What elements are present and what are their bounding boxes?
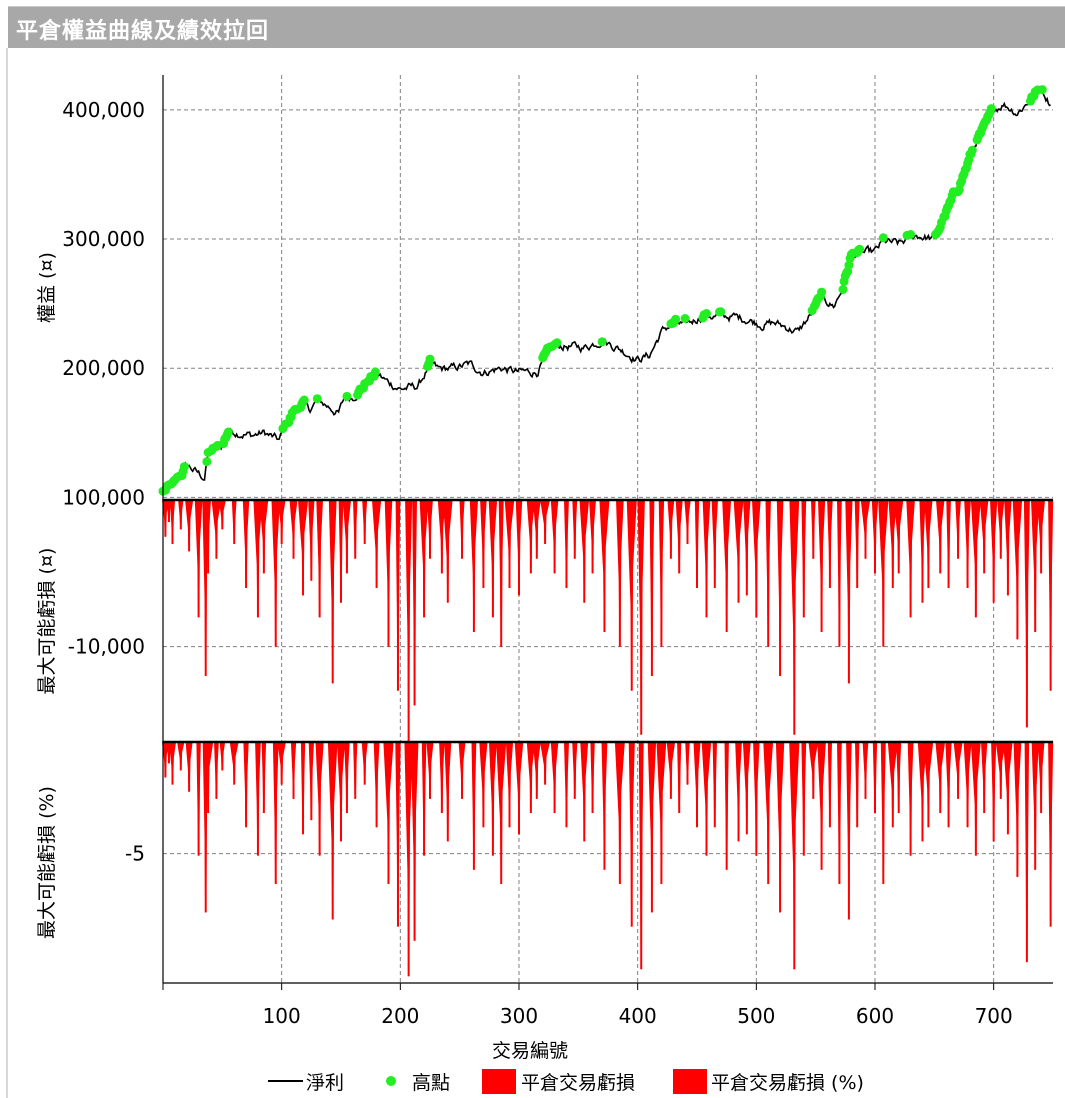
x-tick-label: 300 bbox=[500, 1004, 538, 1028]
title-bar: 平倉權益曲線及績效拉回 bbox=[8, 6, 1065, 48]
equity-high-point bbox=[223, 427, 233, 437]
equity-high-point bbox=[817, 287, 827, 297]
equity-line-series bbox=[162, 87, 1051, 494]
equity-high-point bbox=[878, 233, 888, 243]
x-tick-label: 600 bbox=[856, 1004, 894, 1028]
window-title: 平倉權益曲線及績效拉回 bbox=[16, 19, 270, 44]
equity-high-point bbox=[844, 260, 854, 270]
legend-label: 淨利 bbox=[306, 1072, 344, 1094]
left-border bbox=[6, 48, 8, 1098]
x-tick-label: 400 bbox=[619, 1004, 657, 1028]
equity-high-point bbox=[716, 307, 726, 317]
equity-high-point bbox=[1037, 85, 1047, 95]
x-tick-label: 700 bbox=[975, 1004, 1013, 1028]
y-tick-label: 300,000 bbox=[62, 227, 145, 251]
drawdown-area-series bbox=[161, 741, 1054, 977]
x-tick-label: 500 bbox=[737, 1004, 775, 1028]
x-axis-label: 交易編號 bbox=[492, 1040, 568, 1062]
legend-label: 平倉交易虧損 (%) bbox=[711, 1072, 864, 1094]
equity-high-point bbox=[702, 309, 711, 318]
equity-high-point bbox=[552, 338, 562, 348]
equity-high-point bbox=[671, 314, 681, 324]
equity-high-point bbox=[838, 285, 848, 294]
y-tick-label: -10,000 bbox=[68, 635, 145, 659]
equity-high-point bbox=[342, 391, 352, 401]
equity-high-point bbox=[312, 394, 322, 404]
equity-high-point bbox=[967, 145, 977, 155]
legend-swatch-box bbox=[673, 1069, 707, 1094]
y-axis-label: 權益 (¤) bbox=[36, 252, 58, 323]
y-axis-label: 最大可能虧損 (%) bbox=[36, 786, 58, 939]
equity-high-point bbox=[179, 462, 189, 472]
y-tick-label: 400,000 bbox=[62, 98, 145, 122]
equity-high-point bbox=[299, 395, 309, 405]
legend-swatch-box bbox=[482, 1069, 516, 1094]
x-tick-label: 100 bbox=[263, 1004, 301, 1028]
equity-high-point bbox=[202, 457, 212, 467]
legend-label: 平倉交易虧損 bbox=[521, 1072, 635, 1094]
equity-high-point bbox=[370, 367, 380, 377]
equity-high-point bbox=[906, 230, 916, 239]
equity-high-point bbox=[425, 354, 435, 364]
equity-high-point bbox=[986, 104, 996, 114]
equity-high-point bbox=[680, 314, 690, 323]
legend-swatch-dot bbox=[386, 1076, 396, 1086]
y-tick-label: 100,000 bbox=[62, 485, 145, 509]
equity-high-point bbox=[855, 244, 865, 254]
x-tick-label: 200 bbox=[381, 1004, 419, 1028]
y-tick-label: 200,000 bbox=[62, 356, 145, 380]
y-axis-label: 最大可能虧損 (¤) bbox=[36, 548, 58, 695]
legend-label: 高點 bbox=[412, 1072, 450, 1094]
drawdown-area-series bbox=[162, 499, 1054, 743]
equity-high-point bbox=[597, 337, 607, 347]
y-tick-label: -5 bbox=[125, 842, 145, 866]
